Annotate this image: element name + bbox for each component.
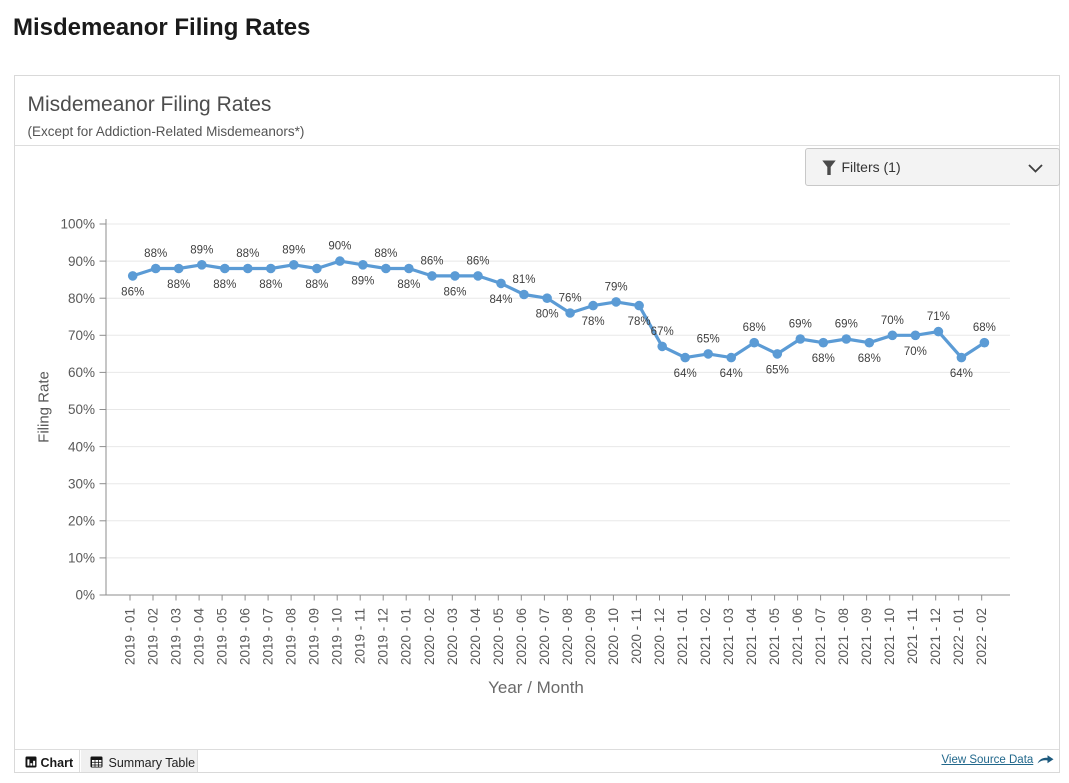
svg-text:40%: 40%	[68, 439, 95, 454]
svg-text:2020 - 05: 2020 - 05	[491, 608, 506, 665]
svg-text:70%: 70%	[881, 315, 904, 327]
svg-text:2019 - 10: 2019 - 10	[330, 608, 345, 665]
svg-text:71%: 71%	[927, 311, 950, 323]
svg-text:10%: 10%	[68, 551, 95, 566]
svg-text:2020 - 12: 2020 - 12	[652, 608, 667, 665]
svg-text:2019 - 02: 2019 - 02	[146, 608, 161, 665]
svg-text:2021 - 06: 2021 - 06	[790, 608, 805, 665]
svg-text:2020 - 02: 2020 - 02	[422, 608, 437, 665]
svg-text:2021 - 10: 2021 - 10	[882, 608, 897, 665]
svg-text:2019 - 04: 2019 - 04	[192, 608, 207, 666]
svg-text:88%: 88%	[213, 279, 236, 291]
svg-text:80%: 80%	[536, 309, 559, 321]
svg-text:2021 - 04: 2021 - 04	[744, 608, 759, 666]
svg-text:65%: 65%	[697, 333, 720, 345]
svg-text:88%: 88%	[374, 248, 397, 260]
svg-text:89%: 89%	[351, 275, 374, 287]
svg-text:2020 - 10: 2020 - 10	[606, 608, 621, 665]
svg-text:90%: 90%	[328, 241, 351, 253]
svg-text:2020 - 07: 2020 - 07	[537, 608, 552, 665]
svg-text:89%: 89%	[282, 244, 305, 256]
svg-text:2019 - 09: 2019 - 09	[307, 608, 322, 665]
svg-text:86%: 86%	[121, 286, 144, 298]
svg-text:2020 - 01: 2020 - 01	[399, 608, 414, 665]
svg-text:65%: 65%	[766, 364, 789, 376]
svg-text:2019 - 07: 2019 - 07	[261, 608, 276, 665]
svg-text:2019 - 05: 2019 - 05	[215, 608, 230, 665]
svg-text:2021 - 11: 2021 - 11	[905, 608, 920, 664]
svg-text:68%: 68%	[743, 322, 766, 334]
svg-text:67%: 67%	[651, 326, 674, 338]
svg-text:70%: 70%	[904, 346, 927, 358]
svg-text:81%: 81%	[512, 274, 535, 286]
svg-text:69%: 69%	[789, 319, 812, 331]
svg-text:88%: 88%	[167, 279, 190, 291]
svg-text:88%: 88%	[397, 279, 420, 291]
svg-text:2021 - 03: 2021 - 03	[721, 608, 736, 665]
svg-text:2021 - 09: 2021 - 09	[859, 608, 874, 665]
svg-text:88%: 88%	[305, 279, 328, 291]
svg-text:Filing Rate: Filing Rate	[36, 371, 53, 443]
svg-text:68%: 68%	[812, 353, 835, 365]
svg-text:86%: 86%	[420, 255, 443, 267]
svg-text:0%: 0%	[75, 588, 95, 603]
svg-text:2020 - 03: 2020 - 03	[445, 608, 460, 665]
svg-text:2021 - 12: 2021 - 12	[928, 608, 943, 665]
svg-text:2019 - 12: 2019 - 12	[376, 608, 391, 665]
svg-text:78%: 78%	[628, 316, 651, 328]
svg-text:68%: 68%	[858, 353, 881, 365]
svg-text:86%: 86%	[466, 255, 489, 267]
svg-text:100%: 100%	[60, 217, 95, 232]
svg-text:2020 - 06: 2020 - 06	[514, 608, 529, 665]
svg-text:2019 - 03: 2019 - 03	[169, 608, 184, 665]
svg-text:50%: 50%	[68, 402, 95, 417]
svg-text:89%: 89%	[190, 244, 213, 256]
svg-text:64%: 64%	[720, 368, 743, 380]
svg-text:2021 - 01: 2021 - 01	[675, 608, 690, 665]
svg-text:86%: 86%	[443, 286, 466, 298]
svg-text:79%: 79%	[605, 281, 628, 293]
svg-text:20%: 20%	[68, 514, 95, 529]
svg-text:69%: 69%	[835, 319, 858, 331]
svg-text:64%: 64%	[950, 368, 973, 380]
svg-text:88%: 88%	[144, 248, 167, 260]
svg-text:80%: 80%	[68, 291, 95, 306]
svg-text:Year / Month: Year / Month	[488, 678, 584, 697]
svg-text:2022 - 02: 2022 - 02	[974, 608, 989, 665]
svg-text:84%: 84%	[489, 294, 512, 306]
svg-text:2021 - 07: 2021 - 07	[813, 608, 828, 665]
svg-text:2020 - 11: 2020 - 11	[629, 608, 644, 664]
svg-text:2020 - 08: 2020 - 08	[560, 608, 575, 665]
svg-text:64%: 64%	[674, 368, 697, 380]
svg-text:2021 - 08: 2021 - 08	[836, 608, 851, 665]
svg-text:68%: 68%	[973, 322, 996, 334]
svg-text:2021 - 02: 2021 - 02	[698, 608, 713, 665]
svg-text:88%: 88%	[236, 248, 259, 260]
svg-text:2019 - 06: 2019 - 06	[238, 608, 253, 665]
svg-text:78%: 78%	[582, 316, 605, 328]
svg-text:76%: 76%	[559, 293, 582, 305]
svg-text:2019 - 11: 2019 - 11	[353, 608, 368, 664]
svg-text:70%: 70%	[68, 328, 95, 343]
svg-text:2019 - 08: 2019 - 08	[284, 608, 299, 665]
svg-text:2020 - 09: 2020 - 09	[583, 608, 598, 665]
svg-text:2020 - 04: 2020 - 04	[468, 608, 483, 666]
svg-text:30%: 30%	[68, 476, 95, 491]
svg-text:88%: 88%	[259, 279, 282, 291]
svg-text:2019 - 01: 2019 - 01	[123, 608, 138, 665]
svg-text:90%: 90%	[68, 254, 95, 269]
svg-text:2022 - 01: 2022 - 01	[951, 608, 966, 665]
svg-text:60%: 60%	[68, 365, 95, 380]
svg-text:2021 - 05: 2021 - 05	[767, 608, 782, 665]
